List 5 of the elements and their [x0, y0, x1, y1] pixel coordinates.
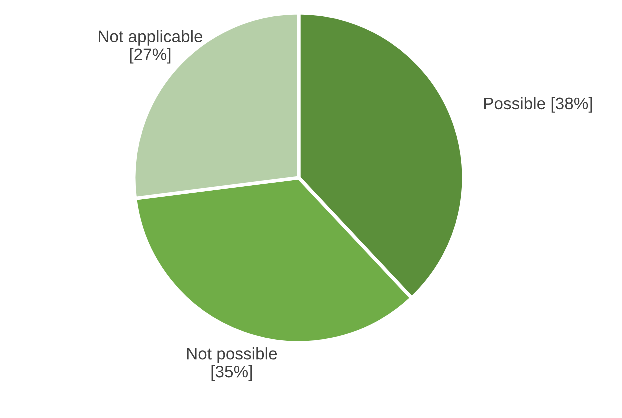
data-label: [35%] [212, 366, 252, 382]
slice-label: Possible [38%] [484, 97, 592, 113]
slice-label: Not possible [187, 348, 278, 364]
slice-label: Not applicable [99, 30, 203, 46]
data-label: [27%] [130, 48, 171, 64]
